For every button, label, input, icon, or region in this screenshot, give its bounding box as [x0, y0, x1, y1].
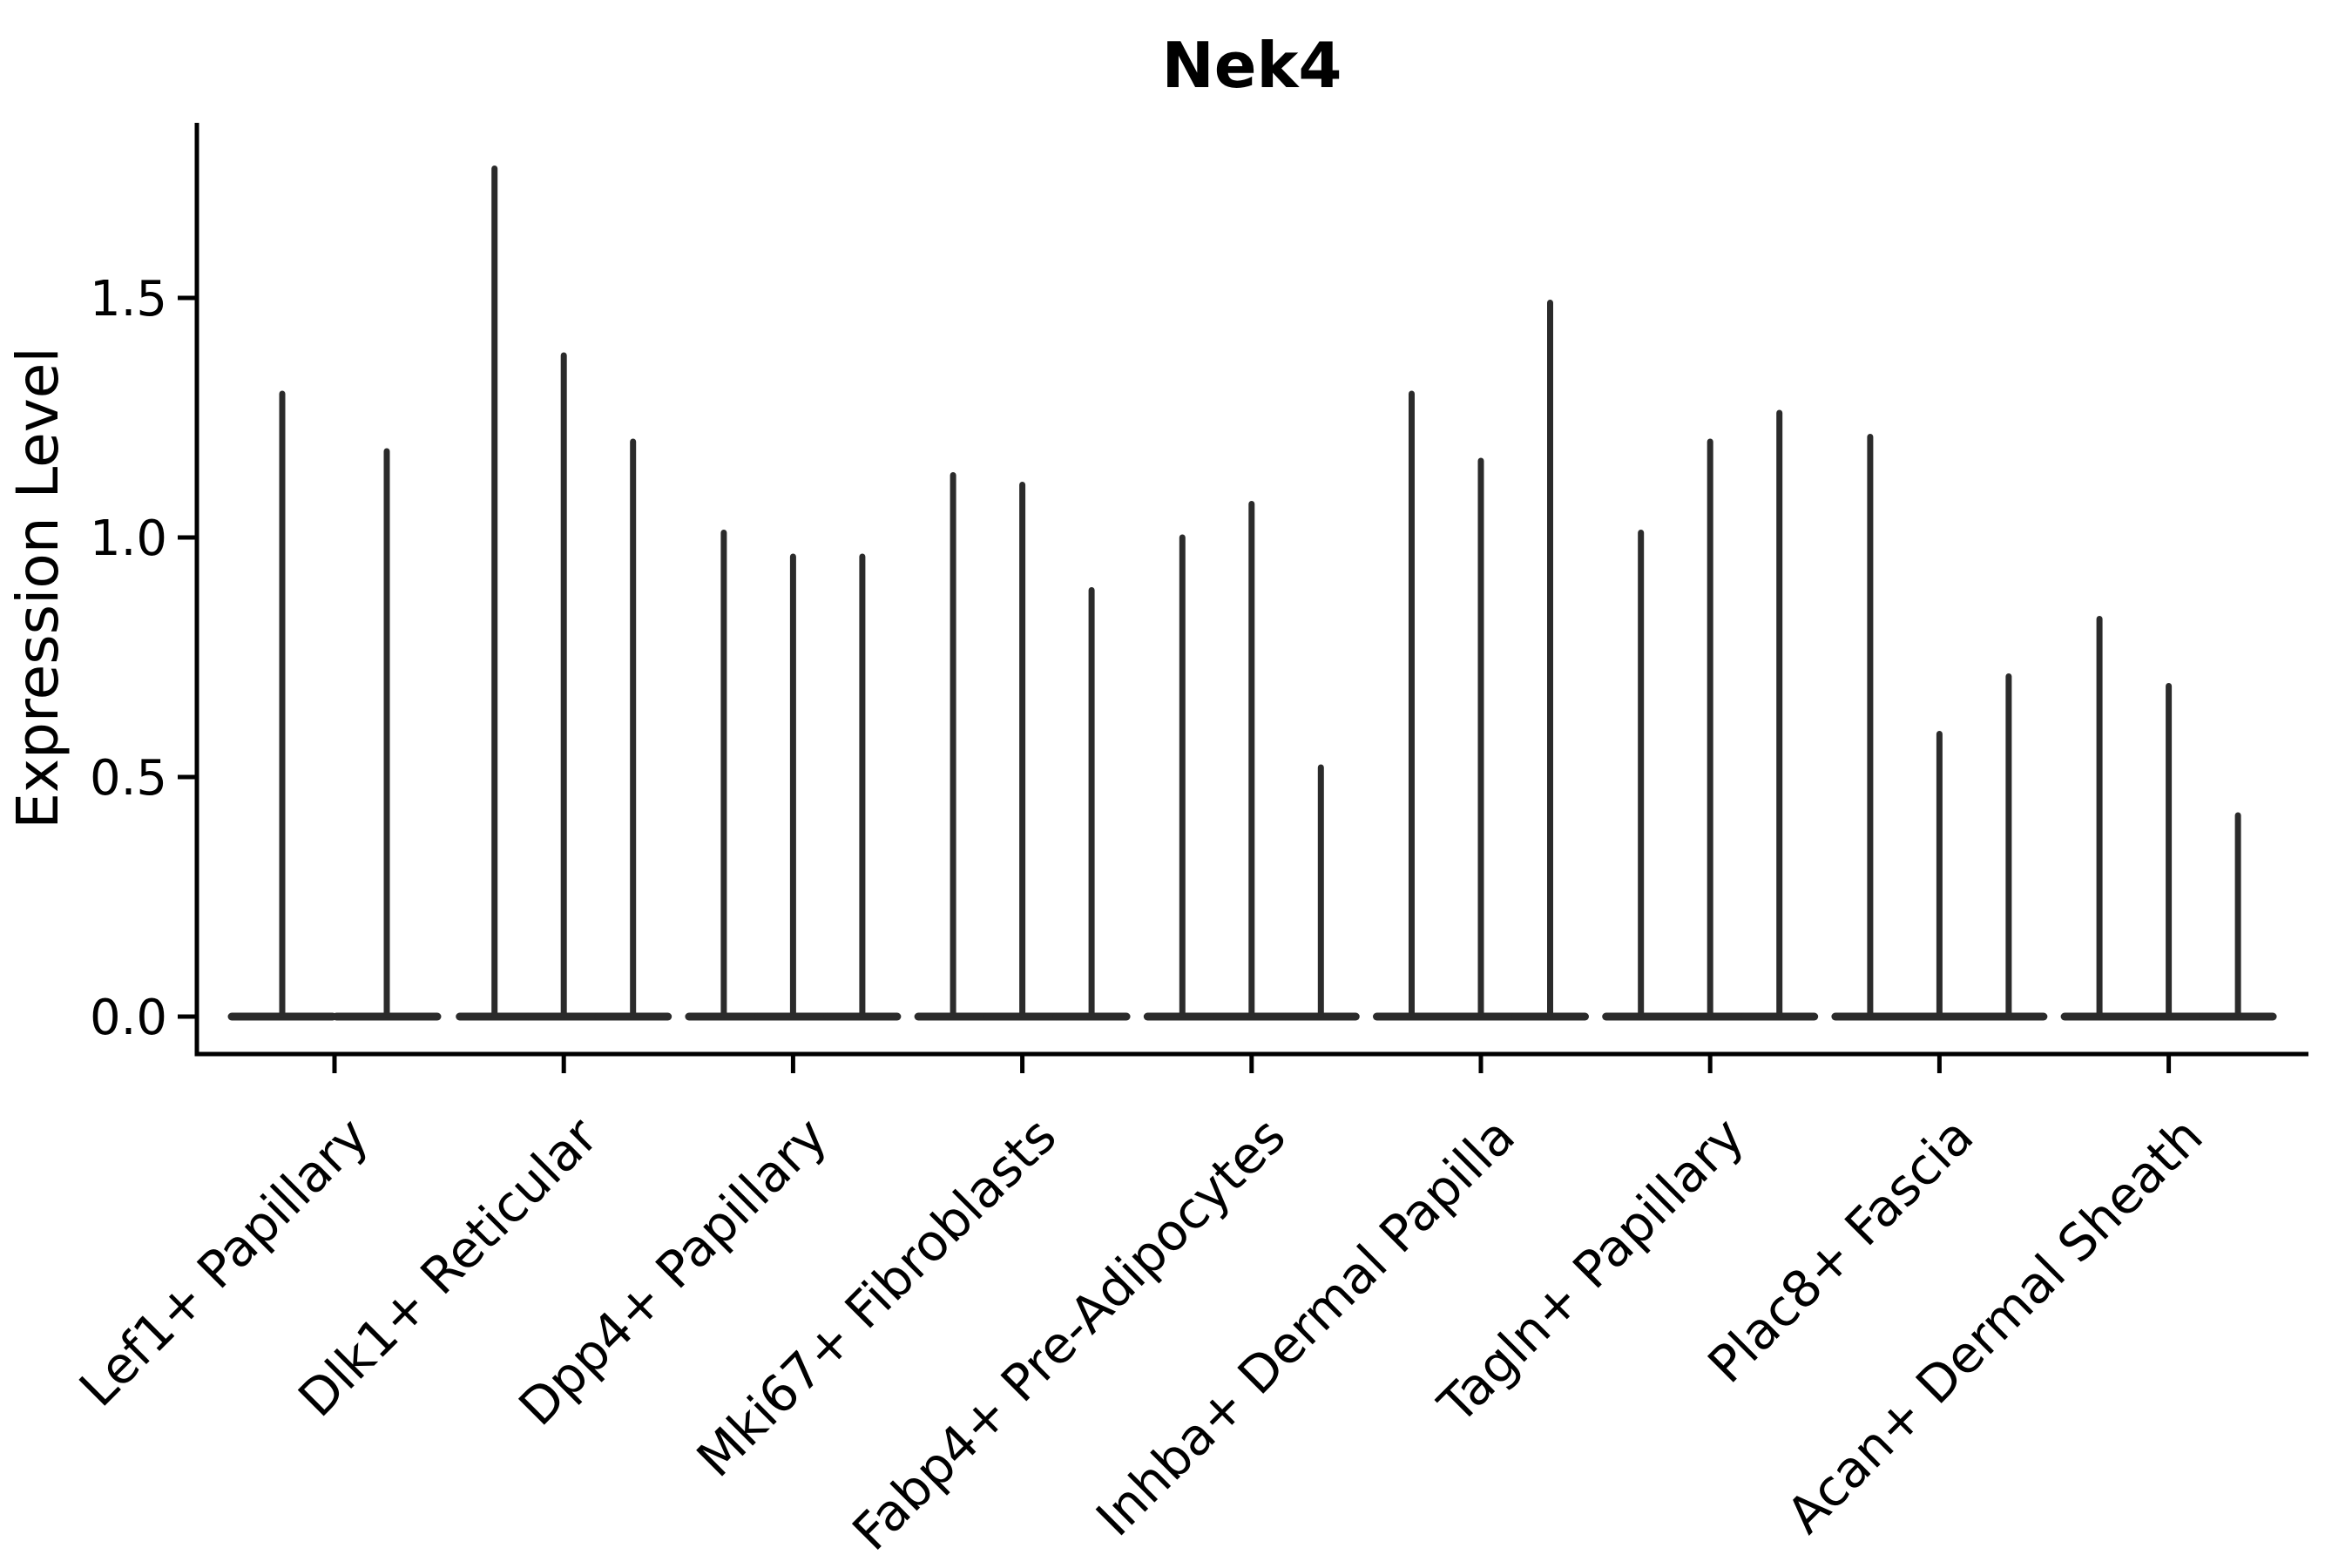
y-axis-tick-label: 0.5: [90, 750, 167, 807]
y-axis-label: Expression Level: [4, 347, 71, 828]
y-axis-tick-label: 1.0: [90, 510, 167, 567]
chart-title: Nek4: [1161, 29, 1342, 102]
x-axis-tick-label: Inhba+ Dermal Papilla: [1085, 1106, 1526, 1548]
x-axis-tick-label: Fabp4+ Pre-Adipocytes: [841, 1106, 1297, 1562]
x-axis-tick-label: Acan+ Dermal Sheath: [1775, 1106, 2213, 1544]
violins-layer: [227, 166, 2277, 1021]
y-axis-tick-label: 0.0: [90, 990, 167, 1046]
y-axis-tick-label: 1.5: [90, 271, 167, 328]
